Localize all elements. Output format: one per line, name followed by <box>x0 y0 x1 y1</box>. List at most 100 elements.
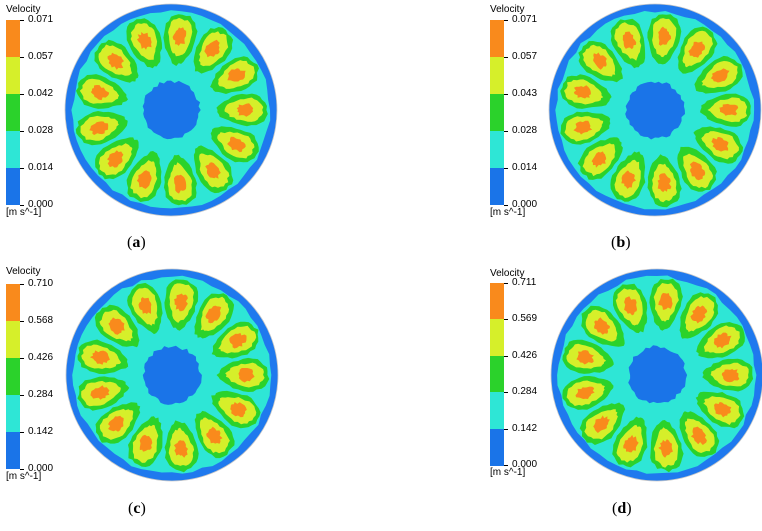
tick-label: 0.000 <box>28 463 54 474</box>
tick-label: 0.057 <box>512 51 538 62</box>
color-swatch <box>490 355 504 393</box>
tick-label: 0.000 <box>28 199 54 210</box>
caption-close-paren: ) <box>140 500 146 517</box>
velocity-band-peak <box>137 32 152 50</box>
figure-panel-c: Velocity 0.710 0.568 0.426 0.284 0.142 0.000 [m… <box>0 265 381 530</box>
velocity-band-peak <box>658 293 673 310</box>
velocity-band-peak <box>89 350 110 365</box>
legend-title: Velocity <box>490 4 525 15</box>
color-swatch <box>6 284 20 321</box>
velocity-band-peak <box>174 293 188 312</box>
color-scale-bar <box>6 284 20 469</box>
color-swatch <box>6 57 20 94</box>
caption-letter: b <box>616 234 626 251</box>
velocity-band-peak <box>139 434 153 452</box>
velocity-band-peak <box>721 369 740 383</box>
tick-label: 0.568 <box>28 315 54 326</box>
velocity-contour-plot <box>64 3 278 217</box>
tick-mark <box>504 283 508 284</box>
color-swatch <box>490 131 504 168</box>
color-swatch <box>490 428 504 466</box>
legend-title: Velocity <box>490 268 525 279</box>
velocity-band-peak <box>621 170 636 189</box>
tick-label: 0.028 <box>512 125 538 136</box>
velocity-band-peak <box>591 151 607 168</box>
velocity-band-peak <box>108 415 124 432</box>
velocity-band-peak <box>174 440 188 458</box>
velocity-band-peak <box>136 170 152 189</box>
tick-label: 0.284 <box>28 389 54 400</box>
color-swatch <box>6 168 20 205</box>
figure-panel-b: Velocity 0.071 0.057 0.043 0.028 0.014 0.000 [m… <box>381 0 762 265</box>
velocity-contour-plot <box>550 268 762 482</box>
tick-mark <box>20 168 24 169</box>
caption-open-paren: ( <box>127 234 133 251</box>
tick-mark <box>20 321 24 322</box>
caption-close-paren: ) <box>625 234 631 251</box>
caption-open-paren: ( <box>128 500 134 517</box>
color-swatch <box>490 392 504 430</box>
central-low-velocity-zone <box>628 345 688 404</box>
tick-label: 0.426 <box>28 352 54 363</box>
velocity-band-peak <box>719 103 739 116</box>
velocity-contour-plot <box>548 3 762 217</box>
velocity-band-peak <box>206 426 223 444</box>
color-swatch <box>490 57 504 94</box>
tick-mark <box>504 355 508 357</box>
tick-mark <box>504 465 508 466</box>
velocity-band-peak <box>205 162 221 179</box>
tick-label: 0.014 <box>28 162 54 173</box>
tick-label: 0.000 <box>512 199 538 210</box>
legend-title: Velocity <box>6 4 41 15</box>
figure-panel-d: Velocity 0.711 0.569 0.426 0.284 0.142 0.000 [m… <box>381 265 762 530</box>
velocity-band-peak <box>658 439 673 458</box>
velocity-band-peak <box>594 317 610 335</box>
tick-mark <box>20 94 24 95</box>
velocity-band-peak <box>205 305 222 324</box>
color-swatch <box>490 319 504 357</box>
tick-label: 0.142 <box>512 422 538 434</box>
tick-mark <box>20 57 24 58</box>
velocity-band-peak <box>229 333 247 349</box>
tick-label: 0.142 <box>28 426 54 437</box>
tick-mark <box>20 395 24 396</box>
tick-label: 0.000 <box>512 459 538 470</box>
color-swatch <box>490 168 504 205</box>
color-swatch <box>490 20 504 57</box>
tick-mark <box>504 319 508 321</box>
tick-mark <box>20 131 24 132</box>
tick-mark <box>20 432 24 433</box>
velocity-band-peak <box>172 27 187 46</box>
velocity-band-peak <box>575 386 595 399</box>
color-swatch <box>6 94 20 131</box>
velocity-band-peak <box>690 305 708 324</box>
tick-mark <box>504 392 508 394</box>
tick-label: 0.043 <box>512 88 538 99</box>
color-swatch <box>6 131 20 168</box>
velocity-band-peak <box>90 385 110 400</box>
tick-mark <box>20 358 24 359</box>
caption-open-paren: ( <box>612 500 618 517</box>
velocity-band-peak <box>138 297 152 314</box>
tick-label: 0.071 <box>512 14 538 25</box>
tick-label: 0.057 <box>28 51 54 62</box>
velocity-band-peak <box>573 120 593 135</box>
color-swatch <box>490 283 504 320</box>
velocity-band-peak <box>108 317 125 335</box>
tick-mark <box>504 428 508 430</box>
color-scale-bar <box>490 20 504 205</box>
velocity-band-peak <box>658 26 672 46</box>
velocity-band-peak <box>657 173 672 193</box>
tick-label: 0.071 <box>28 14 54 25</box>
caption-open-paren: ( <box>611 234 617 251</box>
color-swatch <box>6 20 20 57</box>
tick-label: 0.711 <box>512 277 537 288</box>
color-swatch <box>6 432 20 469</box>
tick-label: 0.569 <box>512 313 538 325</box>
color-scale-bar <box>490 283 504 466</box>
velocity-band-peak <box>107 150 124 168</box>
velocity-band-peak <box>688 41 706 58</box>
legend-title: Velocity <box>6 266 41 277</box>
velocity-band-peak <box>107 52 124 70</box>
tick-label: 0.710 <box>28 278 54 289</box>
